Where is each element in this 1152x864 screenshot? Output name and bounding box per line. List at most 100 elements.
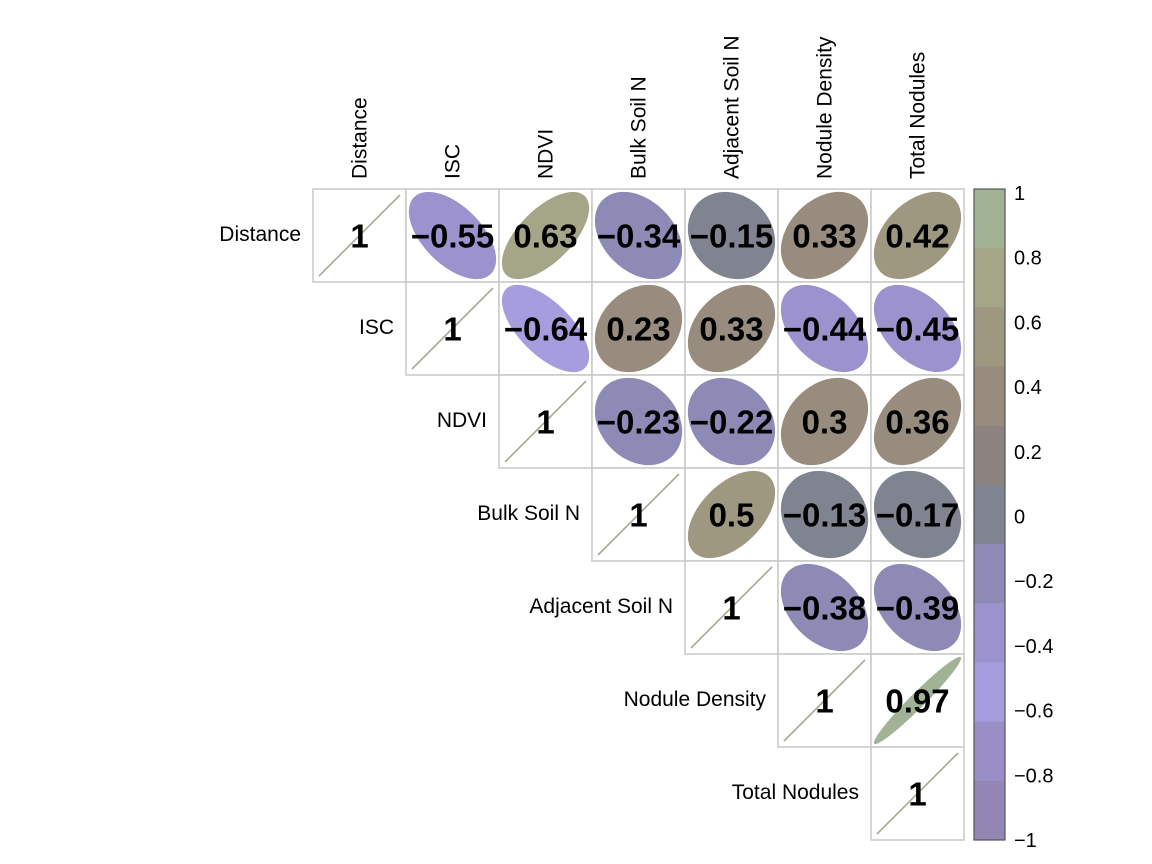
cell-ndvi-bulk-soil-n: −0.23 [591, 374, 686, 469]
colorbar-bin [974, 366, 1005, 427]
row-labels: Distance ISC NDVI Bulk Soil N Adjacent Soil … [219, 223, 859, 804]
cell-nodule-density-nodule-density: 1 [777, 653, 872, 748]
cell-distance-total-nodules: 0.42 [870, 188, 965, 283]
cell-ndvi-total-nodules: 0.36 [870, 374, 965, 469]
column-label-total-nodules: Total Nodules [907, 52, 930, 179]
correlation-value: 0.3 [802, 404, 848, 441]
colorbar-bin [974, 307, 1005, 368]
colorbar-bin [974, 662, 1005, 723]
correlation-value: −0.17 [876, 497, 960, 534]
column-label-isc: ISC [442, 144, 465, 179]
row-label-distance: Distance [219, 223, 301, 246]
correlation-ellipse [780, 191, 869, 280]
colorbar-tick-label: 1 [1014, 183, 1025, 205]
correlation-ellipse [873, 191, 962, 280]
correlation-ellipse [687, 377, 776, 466]
cell-bulk-soil-n-total-nodules: −0.17 [870, 467, 965, 562]
row-label-adjacent-soil-n: Adjacent Soil N [529, 595, 673, 618]
cell-distance-distance: 1 [312, 188, 407, 283]
correlation-value: −0.22 [690, 404, 774, 441]
cell-isc-ndvi: −0.64 [498, 281, 593, 376]
cell-distance-isc: −0.55 [405, 188, 500, 283]
diagonal-line [504, 380, 587, 463]
column-label-bulk-soil-n: Bulk Soil N [628, 76, 651, 179]
correlation-ellipse [594, 191, 683, 280]
correlation-value: −0.39 [876, 590, 960, 627]
correlation-value: −0.44 [783, 311, 867, 348]
row-label-nodule-density: Nodule Density [624, 688, 767, 711]
colorbar-bin [974, 425, 1005, 486]
cell-ndvi-adjacent-soil-n: −0.22 [684, 374, 779, 469]
correlation-value: 0.33 [792, 218, 856, 255]
column-label-ndvi: NDVI [535, 129, 558, 179]
diagonal-line [690, 566, 773, 649]
colorbar-tick-label: −1 [1014, 830, 1037, 852]
cell-distance-nodule-density: 0.33 [777, 188, 872, 283]
correlation-ellipse [687, 470, 776, 559]
diagonal-line [783, 659, 866, 742]
colorbar-bin [974, 780, 1005, 841]
cell-adjacent-soil-n-nodule-density: −0.38 [777, 560, 872, 655]
cell-bulk-soil-n-adjacent-soil-n: 0.5 [684, 467, 779, 562]
diagonal-line [411, 287, 494, 370]
correlation-value: −0.34 [597, 218, 681, 255]
cell-bulk-soil-n-nodule-density: −0.13 [777, 467, 872, 562]
correlation-value: −0.15 [690, 218, 774, 255]
correlation-value: 1 [815, 683, 833, 720]
correlation-value: 1 [908, 776, 926, 813]
correlation-value: −0.45 [876, 311, 960, 348]
correlation-value: 0.36 [885, 404, 949, 441]
cell-ndvi-nodule-density: 0.3 [777, 374, 872, 469]
correlation-value: −0.23 [597, 404, 681, 441]
correlation-value: 0.23 [606, 311, 670, 348]
cell-bulk-soil-n-bulk-soil-n: 1 [591, 467, 686, 562]
correlation-ellipse [873, 470, 962, 559]
correlation-value: 1 [443, 311, 461, 348]
colorbar-tick-label: −0.8 [1014, 765, 1053, 787]
colorbar-tick-label: 0.8 [1014, 248, 1042, 270]
colorbar: 1 0.8 0.6 0.4 0.2 0 −0.2 −0.4 −0.6 −0.8 −1 [973, 183, 1053, 852]
column-label-nodule-density: Nodule Density [814, 36, 837, 179]
correlation-value: 1 [536, 404, 554, 441]
row-label-total-nodules: Total Nodules [732, 781, 859, 804]
correlation-value: 0.5 [709, 497, 755, 534]
cell-distance-ndvi: 0.63 [498, 188, 593, 283]
diagonal-line [876, 752, 959, 835]
correlation-cells: 1 −0.55 0.63 −0.34 −0.15 0.33 0.42 1 −0.64 0.23 0.… [312, 188, 965, 841]
colorbar-bin [974, 603, 1005, 663]
correlation-ellipse [408, 191, 497, 280]
cell-adjacent-soil-n-total-nodules: −0.39 [870, 560, 965, 655]
colorbar-tick-label: 0 [1014, 507, 1025, 529]
cell-ndvi-ndvi: 1 [498, 374, 593, 469]
correlation-value: −0.55 [411, 218, 495, 255]
cell-nodule-density-total-nodules: 0.97 [870, 653, 965, 748]
correlation-value: 0.97 [885, 683, 949, 720]
cell-isc-total-nodules: −0.45 [870, 281, 965, 376]
cell-isc-bulk-soil-n: 0.23 [591, 281, 686, 376]
correlation-value: 1 [722, 590, 740, 627]
column-label-adjacent-soil-n: Adjacent Soil N [721, 35, 744, 179]
cell-distance-adjacent-soil-n: −0.15 [684, 188, 779, 283]
colorbar-bin [974, 544, 1005, 604]
colorbar-tick-label: −0.4 [1014, 636, 1053, 658]
correlation-ellipse [780, 377, 869, 466]
colorbar-tick-label: 0.2 [1014, 442, 1042, 464]
colorbar-frame [973, 188, 1006, 841]
correlation-value: 0.42 [885, 218, 949, 255]
correlation-ellipse [594, 284, 683, 373]
cell-isc-nodule-density: −0.44 [777, 281, 872, 376]
colorbar-bin [974, 484, 1005, 545]
correlation-ellipse [873, 284, 962, 373]
cell-isc-adjacent-soil-n: 0.33 [684, 281, 779, 376]
correlation-ellipse [780, 470, 869, 559]
correlation-ellipse [687, 191, 776, 280]
row-label-isc: ISC [359, 316, 394, 339]
cell-total-nodules-total-nodules: 1 [870, 746, 965, 841]
correlation-value: 1 [629, 497, 647, 534]
correlation-value: 0.63 [513, 218, 577, 255]
correlation-value: −0.64 [504, 311, 588, 348]
correlation-ellipse [501, 191, 590, 280]
colorbar-bin [974, 248, 1005, 308]
correlation-value: 0.33 [699, 311, 763, 348]
row-label-bulk-soil-n: Bulk Soil N [477, 502, 580, 525]
